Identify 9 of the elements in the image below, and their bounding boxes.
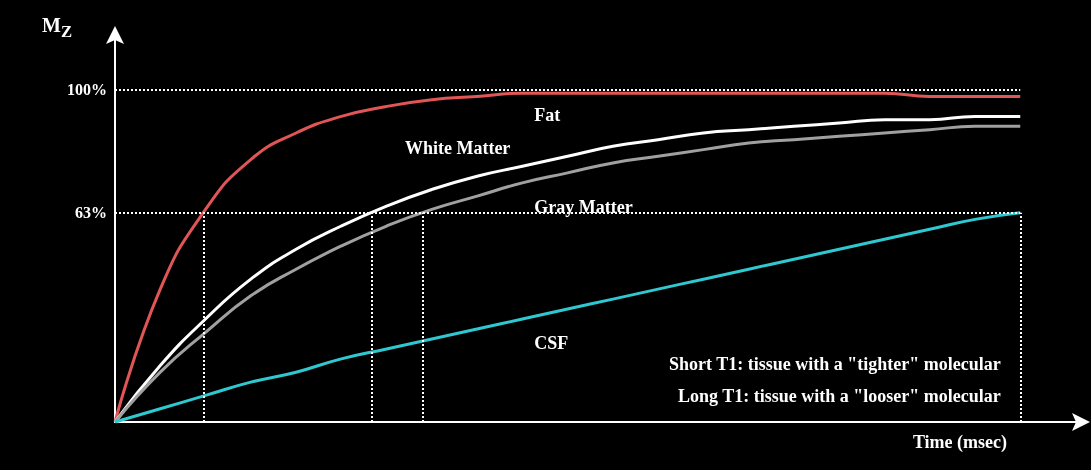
y-tick-label: 100%	[67, 81, 107, 99]
y-tick-label: 63%	[75, 204, 107, 222]
series-label: CSF	[534, 333, 569, 354]
annotation: Long T1: tissue with a "looser" molecular	[678, 386, 1001, 406]
series-label: Fat	[534, 105, 561, 126]
annotation: Short T1: tissue with a "tighter" molecular	[669, 354, 1001, 374]
x-axis-title: Time (msec)	[912, 432, 1008, 453]
series-label: White Matter	[404, 138, 511, 159]
y-axis-title: M$_{Z}$	[42, 14, 73, 42]
